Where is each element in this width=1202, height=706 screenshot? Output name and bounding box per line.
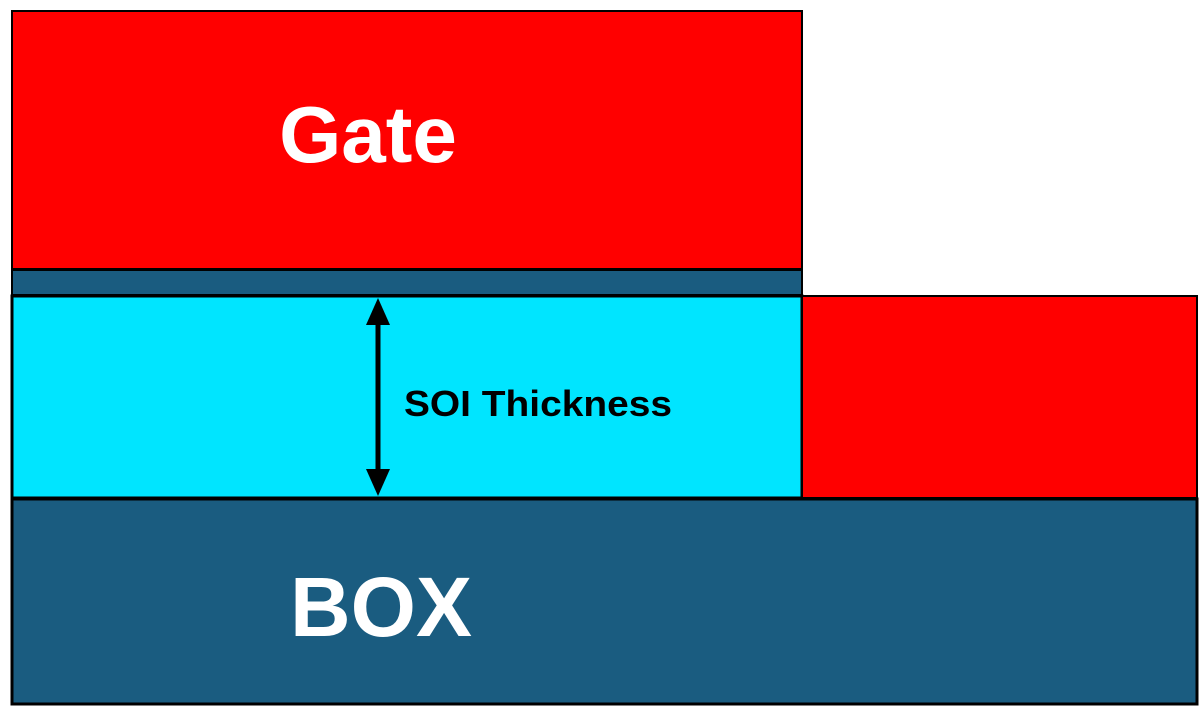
gate-layer <box>11 10 803 270</box>
soi-thickness-label: SOI Thickness <box>404 383 672 424</box>
thickness-arrow <box>366 298 390 496</box>
gate-label: Gate <box>279 90 457 179</box>
box-layer <box>10 497 1199 706</box>
soi-layer <box>10 294 804 500</box>
box-label: BOX <box>290 560 472 654</box>
gate-oxide-layer <box>11 269 803 296</box>
side-red-block <box>801 295 1198 499</box>
